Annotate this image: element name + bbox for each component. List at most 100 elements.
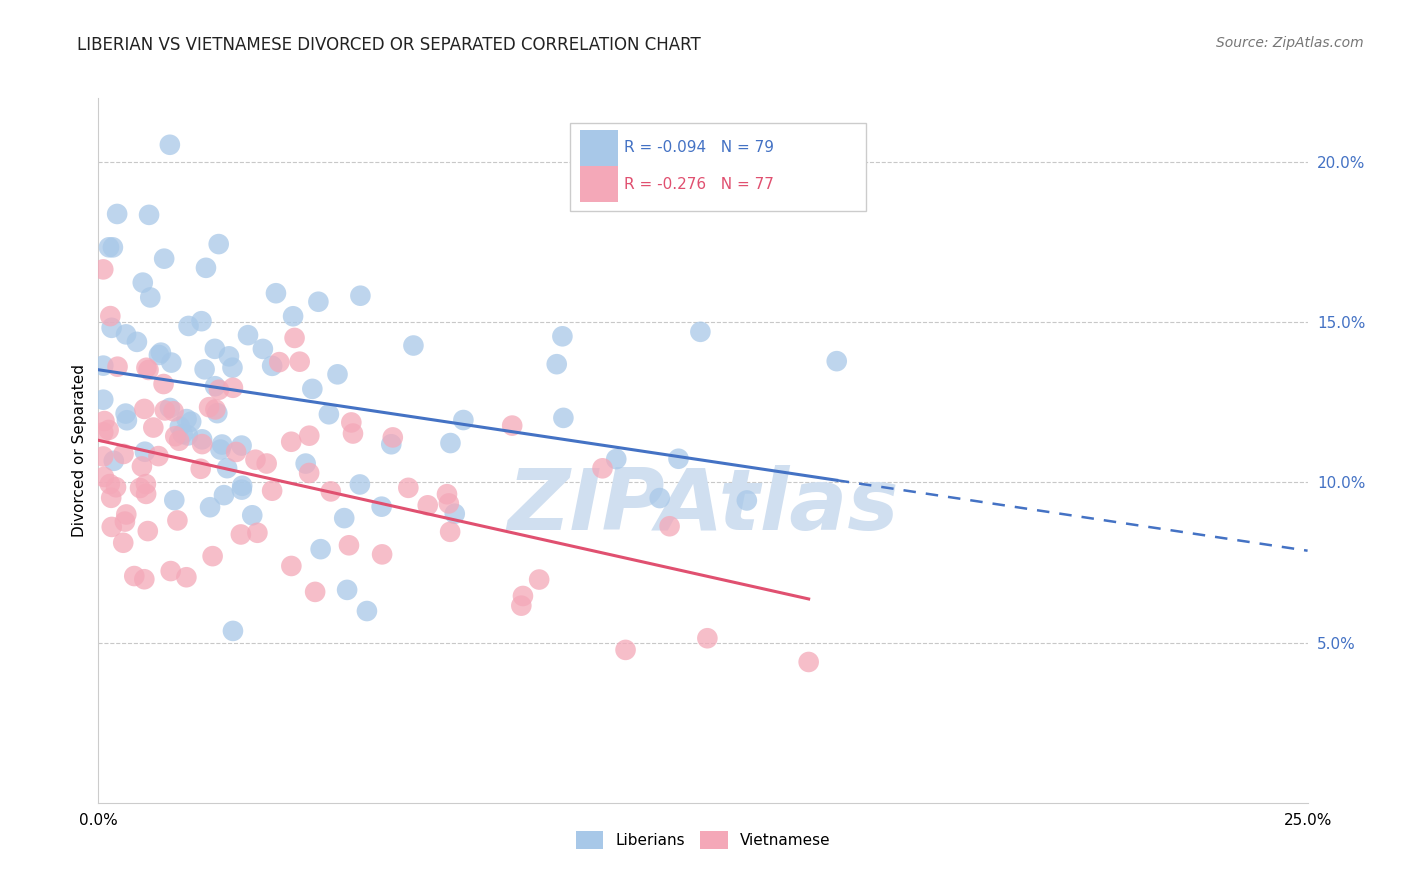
Point <box>114 407 136 421</box>
Point <box>134 444 156 458</box>
Point <box>262 359 284 373</box>
Point <box>190 314 212 328</box>
Point <box>194 260 217 275</box>
Point <box>280 434 302 449</box>
Point <box>135 360 157 375</box>
Point <box>115 508 138 522</box>
Point <box>135 477 157 491</box>
Point <box>139 290 162 304</box>
Point <box>231 479 253 493</box>
Point <box>512 589 534 603</box>
Point <box>159 564 181 578</box>
Text: R = -0.094   N = 79: R = -0.094 N = 79 <box>624 140 775 155</box>
Point <box>217 461 239 475</box>
Point <box>107 359 129 374</box>
Point <box>281 310 304 324</box>
Point <box>319 484 342 499</box>
Point <box>91 450 114 464</box>
Point <box>191 433 214 447</box>
Point <box>605 452 627 467</box>
Point <box>125 334 148 349</box>
Point <box>101 240 124 254</box>
Point <box>439 524 461 539</box>
Point <box>229 527 252 541</box>
Text: R = -0.276   N = 77: R = -0.276 N = 77 <box>624 177 775 192</box>
Point <box>93 470 115 484</box>
Point <box>138 208 160 222</box>
Point <box>246 525 269 540</box>
Point <box>416 498 439 512</box>
Point <box>336 582 359 597</box>
Point <box>100 520 122 534</box>
Point <box>136 524 159 538</box>
Point <box>797 655 820 669</box>
Point <box>153 252 176 266</box>
Point <box>97 423 120 437</box>
Point <box>553 410 575 425</box>
Point <box>696 632 718 646</box>
Point <box>204 379 226 393</box>
Point <box>166 513 188 527</box>
Point <box>301 382 323 396</box>
Point <box>172 427 194 442</box>
Point <box>129 481 152 495</box>
Point <box>225 445 247 459</box>
Point <box>527 573 550 587</box>
Point <box>100 491 122 505</box>
Point <box>201 549 224 563</box>
Point <box>402 338 425 352</box>
Point <box>280 559 302 574</box>
Point <box>342 426 364 441</box>
Point <box>551 329 574 343</box>
Point <box>288 354 311 368</box>
Point <box>194 362 217 376</box>
Point <box>381 430 404 444</box>
Point <box>100 321 122 335</box>
Point <box>91 392 114 407</box>
Point <box>135 487 157 501</box>
Point <box>149 345 172 359</box>
FancyBboxPatch shape <box>569 123 866 211</box>
Point <box>124 569 146 583</box>
Point <box>103 454 125 468</box>
Point <box>222 381 245 395</box>
Point <box>396 481 419 495</box>
Point <box>148 348 170 362</box>
Point <box>159 137 181 152</box>
Point <box>91 359 114 373</box>
Point <box>648 491 671 505</box>
Point <box>190 462 212 476</box>
Point <box>307 294 329 309</box>
Point <box>211 437 233 451</box>
FancyBboxPatch shape <box>579 130 619 167</box>
Point <box>105 207 128 221</box>
Point <box>221 360 243 375</box>
Point <box>269 355 291 369</box>
Y-axis label: Divorced or Separated: Divorced or Separated <box>72 364 87 537</box>
Point <box>668 451 690 466</box>
Point <box>167 434 190 448</box>
Point <box>115 413 138 427</box>
Point <box>163 493 186 508</box>
Point <box>191 437 214 451</box>
Point <box>93 414 115 428</box>
Point <box>180 415 202 429</box>
Point <box>115 327 138 342</box>
Point <box>159 401 181 415</box>
Point <box>212 488 235 502</box>
Point <box>370 500 392 514</box>
Point <box>349 477 371 491</box>
Point <box>91 262 114 277</box>
Point <box>443 507 465 521</box>
Point <box>218 349 240 363</box>
Point <box>546 357 568 371</box>
Point <box>304 585 326 599</box>
Point <box>298 428 321 442</box>
Point <box>169 419 191 434</box>
Point <box>204 342 226 356</box>
Point <box>256 457 278 471</box>
Point <box>177 428 200 442</box>
Point <box>592 461 614 475</box>
Point <box>131 459 153 474</box>
Point <box>198 500 221 515</box>
